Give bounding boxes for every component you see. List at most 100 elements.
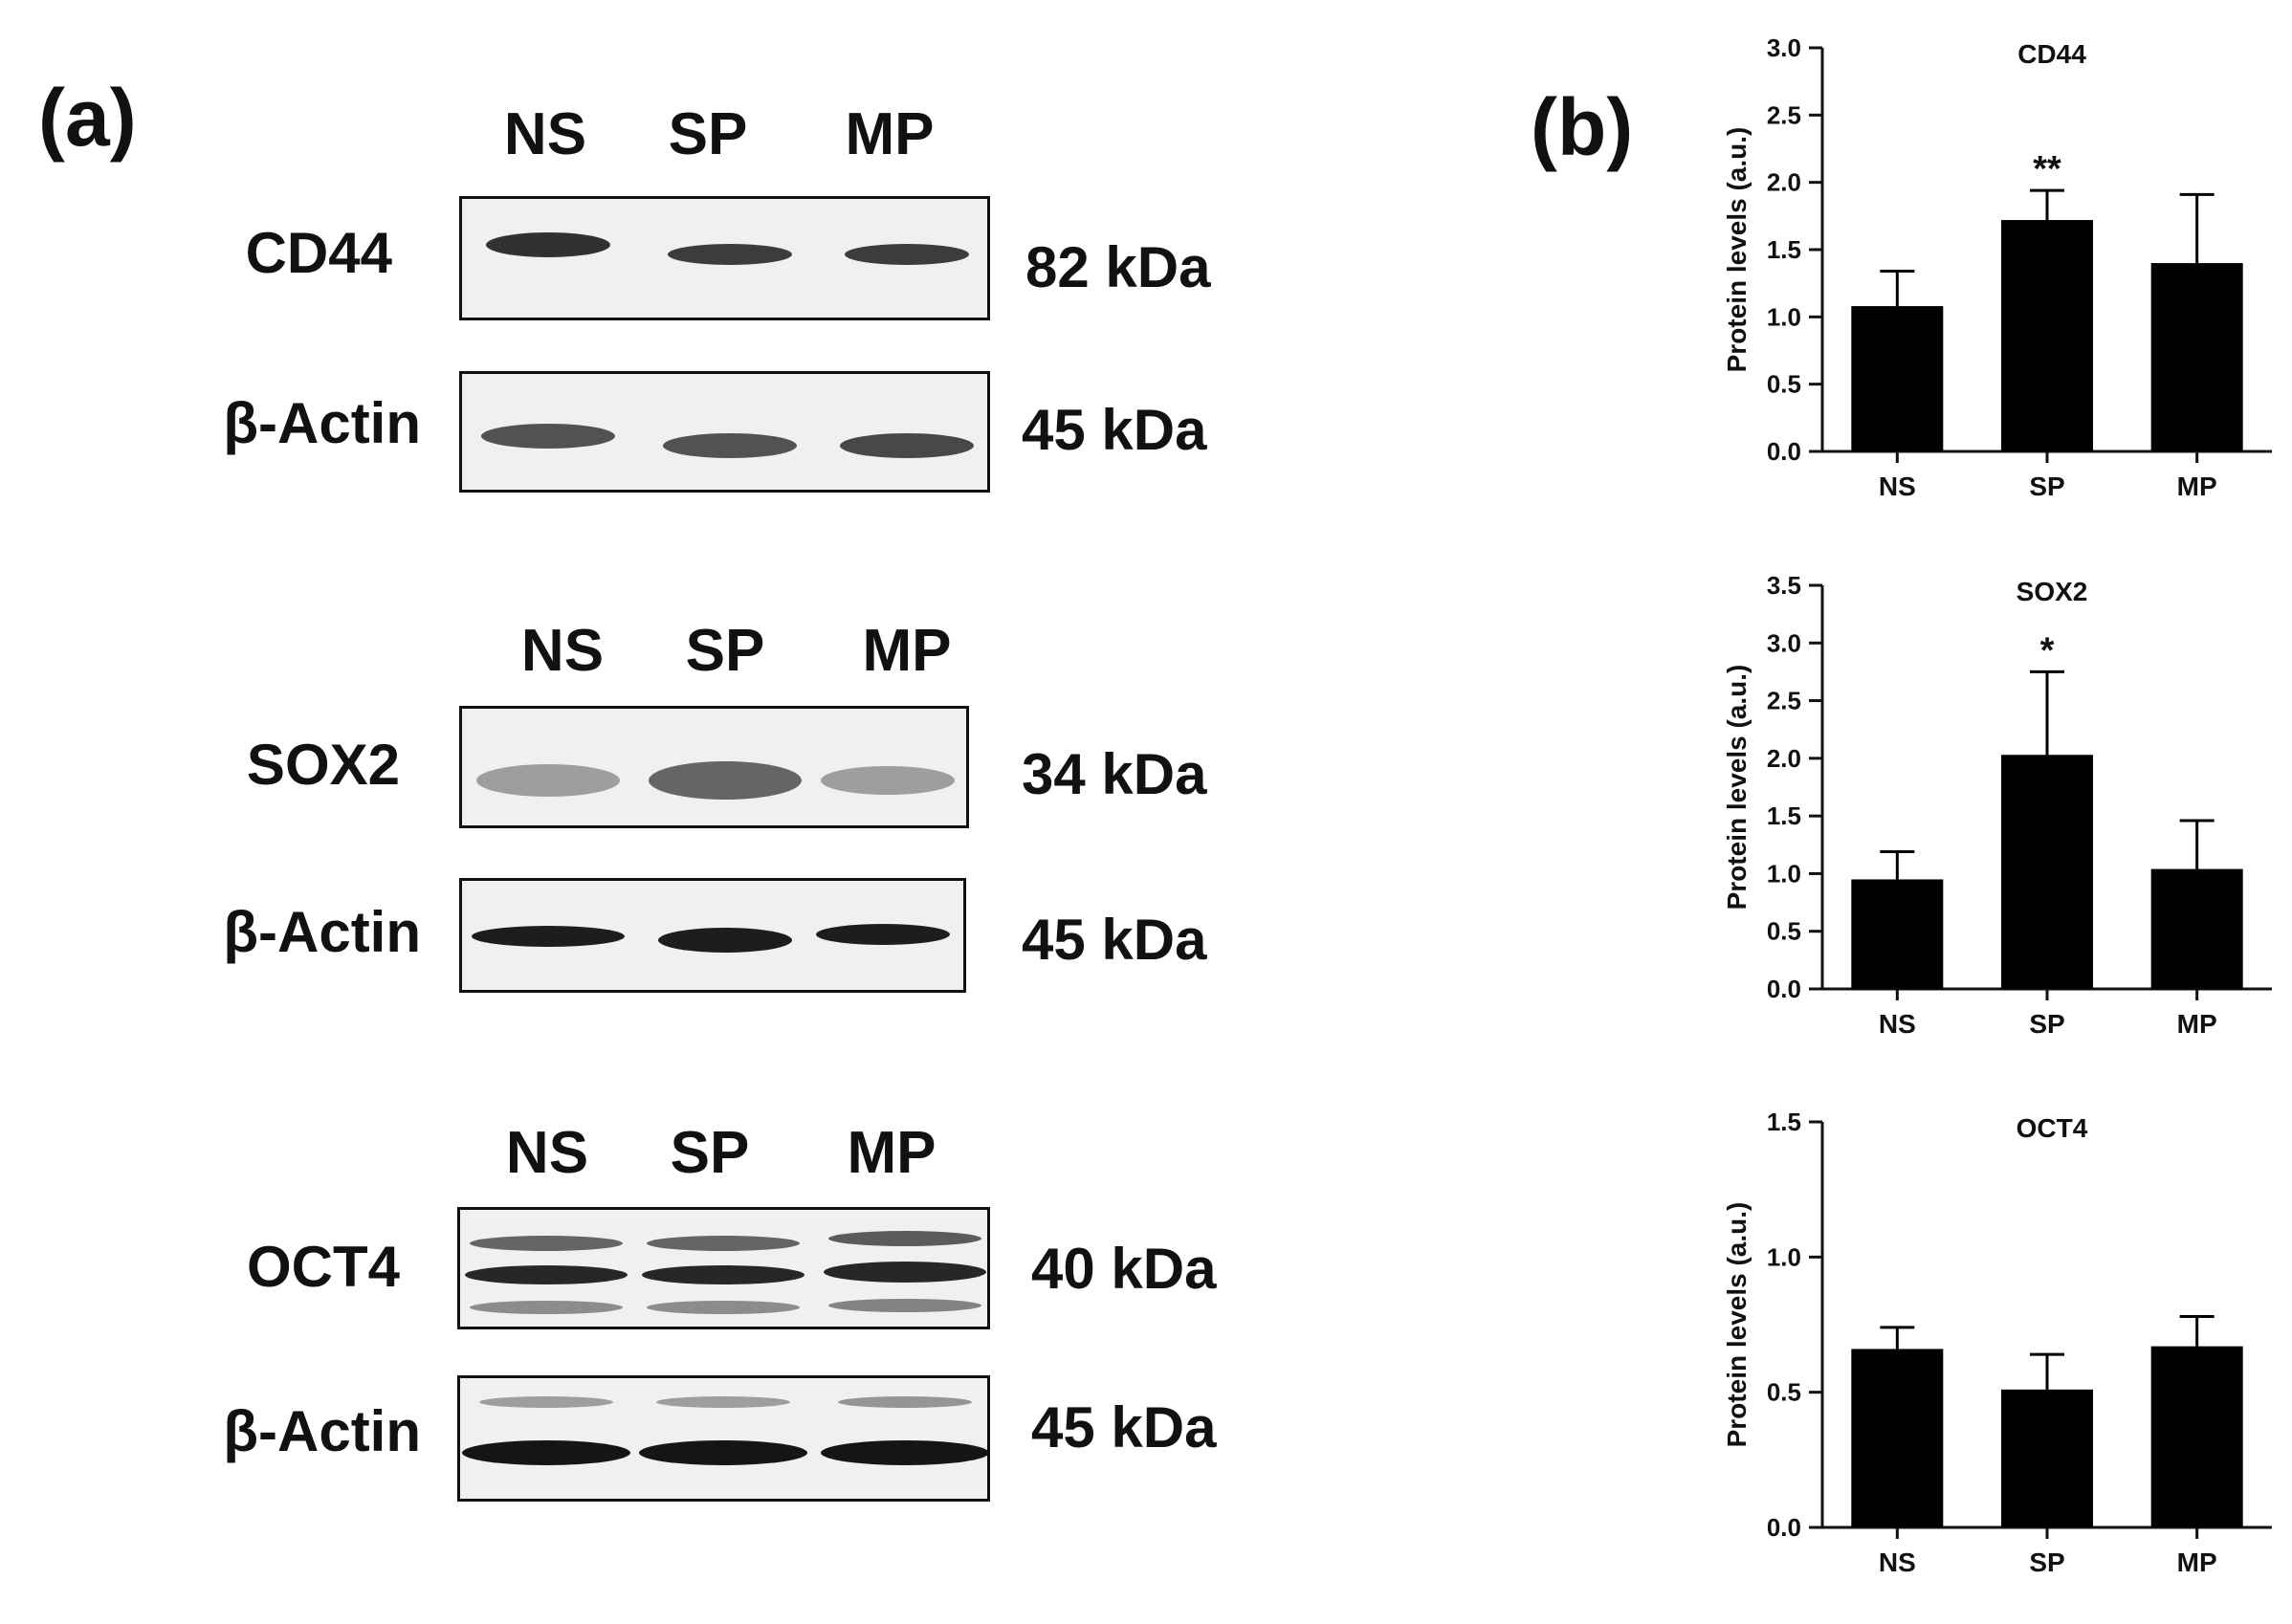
blot-strip-oct4 — [457, 1207, 990, 1329]
lane-label-sp: SP — [685, 618, 765, 684]
x-tick-label: SP — [2029, 1009, 2064, 1039]
y-tick-label: 3.0 — [1767, 628, 1801, 657]
y-tick-label: 1.0 — [1767, 1242, 1801, 1271]
y-tick-label: 1.5 — [1767, 235, 1801, 264]
band — [828, 1231, 981, 1246]
x-tick-label: SP — [2029, 472, 2064, 501]
chart-title: OCT4 — [2017, 1113, 2088, 1143]
lane-label-sp: SP — [668, 101, 748, 167]
blot-target-label: CD44 — [245, 221, 392, 285]
blot-bands-actin-2 — [472, 924, 950, 953]
y-tick-label: 1.5 — [1767, 801, 1801, 830]
x-tick-label: NS — [1879, 1547, 1916, 1577]
x-tick-label: NS — [1879, 472, 1916, 501]
band — [647, 1236, 800, 1251]
lane-label-ns: NS — [520, 618, 605, 684]
y-tick-label: 1.5 — [1767, 1108, 1801, 1136]
significance-label: * — [2040, 630, 2055, 670]
y-axis-label: Protein levels (a.u.) — [1722, 1202, 1752, 1448]
x-tick-label: MP — [2177, 472, 2217, 501]
y-tick-label: 2.5 — [1767, 100, 1801, 129]
bar-mp — [2150, 1346, 2243, 1527]
y-axis-label: Protein levels (a.u.) — [1722, 665, 1752, 911]
blot-bands-actin-1 — [481, 424, 974, 458]
band — [486, 232, 610, 257]
band — [840, 433, 974, 458]
y-tick-label: 0.0 — [1767, 975, 1801, 1003]
blot-strip-actin-3 — [457, 1375, 990, 1502]
kda-label: 34 kDa — [1022, 742, 1207, 806]
lane-label-ns: NS — [503, 101, 587, 167]
y-tick-label: 0.5 — [1767, 917, 1801, 946]
bar-chart-cd44: 0.0 0.5 1.0 1.5 2.0 2.5 3.0 Protein levels (a.u… — [1722, 33, 2272, 501]
lane-label-mp: MP — [862, 618, 952, 684]
x-tick-label: MP — [2177, 1547, 2217, 1577]
blot-strip-sox2 — [459, 706, 969, 828]
band — [816, 924, 950, 945]
band — [821, 1440, 989, 1465]
bar-chart-oct4: 0.0 0.5 1.0 1.5 Protein levels (a.u.) OCT4 NS S… — [1722, 1108, 2272, 1577]
significance-label: ** — [2033, 149, 2061, 189]
blot-bands-actin-3 — [462, 1396, 989, 1465]
band — [658, 928, 792, 953]
x-tick-label: NS — [1879, 1009, 1916, 1039]
band — [828, 1299, 981, 1312]
bar-mp — [2150, 263, 2243, 451]
y-tick-label: 2.0 — [1767, 168, 1801, 197]
blot-strip-actin-1 — [459, 371, 990, 493]
bar-ns — [1851, 306, 1944, 451]
y-tick-label: 1.0 — [1767, 859, 1801, 888]
band — [668, 244, 792, 265]
band — [642, 1265, 804, 1284]
y-tick-label: 0.5 — [1767, 370, 1801, 399]
y-tick-label: 0.5 — [1767, 1378, 1801, 1407]
bar-mp — [2150, 868, 2243, 989]
x-tick-label: SP — [2029, 1547, 2064, 1577]
band — [656, 1396, 790, 1408]
y-tick-label: 3.5 — [1767, 571, 1801, 600]
band — [824, 1262, 986, 1283]
band — [481, 424, 615, 449]
band — [462, 1440, 630, 1465]
lane-label-mp: MP — [847, 1120, 937, 1186]
kda-label: 40 kDa — [1031, 1237, 1217, 1301]
kda-label: 45 kDa — [1022, 398, 1207, 462]
y-tick-label: 3.0 — [1767, 33, 1801, 62]
band — [838, 1396, 972, 1408]
blot-strip-actin-2 — [459, 878, 966, 993]
blot-bands-cd44 — [486, 232, 969, 265]
band — [470, 1301, 623, 1314]
blot-control-label: β-Actin — [223, 1399, 421, 1463]
band — [639, 1440, 807, 1465]
y-tick-label: 2.0 — [1767, 744, 1801, 773]
bar-ns — [1851, 879, 1944, 989]
blot-strip-cd44 — [459, 196, 990, 320]
band — [845, 244, 969, 265]
y-tick-label: 0.0 — [1767, 437, 1801, 466]
kda-label: 45 kDa — [1022, 908, 1207, 972]
bar-sp — [2001, 220, 2093, 451]
blot-control-label: β-Actin — [223, 391, 421, 455]
band — [821, 766, 955, 795]
band — [472, 926, 625, 947]
x-tick-label: MP — [2177, 1009, 2217, 1039]
band — [647, 1301, 800, 1314]
lane-label-ns: NS — [505, 1120, 589, 1186]
bar-sp — [2001, 755, 2093, 989]
band — [470, 1236, 623, 1251]
band — [476, 764, 620, 797]
chart-title: CD44 — [2017, 39, 2086, 69]
y-tick-label: 0.0 — [1767, 1513, 1801, 1542]
bar-chart-sox2: 0.0 0.5 1.0 1.5 2.0 2.5 3.0 3.5 Protein levels (… — [1722, 571, 2272, 1039]
kda-label: 45 kDa — [1031, 1395, 1217, 1459]
y-tick-label: 1.0 — [1767, 302, 1801, 331]
bar-sp — [2001, 1389, 2093, 1527]
blot-bands-sox2 — [476, 761, 955, 800]
blot-control-label: β-Actin — [223, 900, 421, 964]
blot-target-label: OCT4 — [246, 1235, 400, 1299]
blot-bands-oct4 — [465, 1231, 986, 1314]
band — [663, 433, 797, 458]
band — [465, 1265, 628, 1284]
blot-target-label: SOX2 — [246, 733, 400, 797]
band — [479, 1396, 613, 1408]
